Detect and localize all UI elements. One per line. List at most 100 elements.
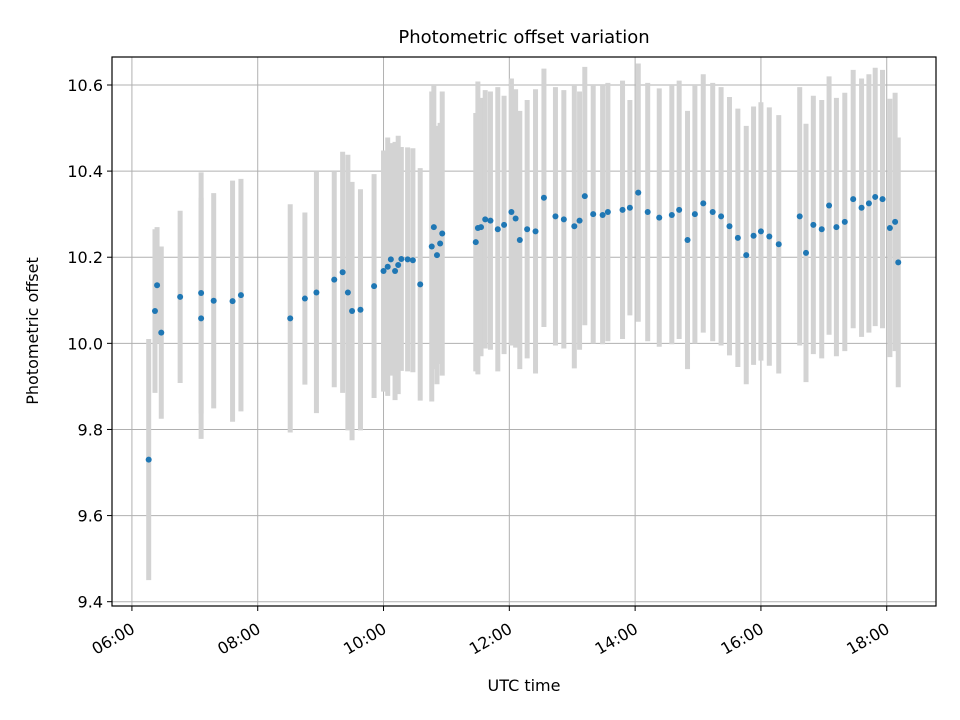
data-point [344, 289, 351, 296]
data-point [576, 217, 583, 224]
data-point [709, 209, 716, 216]
data-point [349, 308, 356, 315]
y-tick-label: 10.6 [67, 76, 103, 95]
data-point [757, 228, 764, 235]
data-points [145, 189, 902, 463]
chart-title: Photometric offset variation [398, 27, 649, 48]
data-point [684, 237, 691, 243]
data-point [387, 256, 394, 263]
y-axis: 9.4 9.6 9.8 10.0 10.2 10.4 10.6 [67, 76, 112, 612]
data-point [676, 206, 683, 213]
data-point [508, 209, 515, 216]
y-tick-label: 10.0 [67, 334, 103, 353]
data-point [540, 194, 547, 201]
data-point [301, 295, 308, 302]
data-point [892, 218, 899, 225]
data-point [339, 269, 346, 276]
data-point [501, 221, 508, 228]
data-point [512, 215, 519, 222]
data-point [145, 456, 152, 463]
data-point [818, 226, 825, 233]
data-point [384, 263, 391, 270]
x-axis-title: UTC time [488, 676, 561, 695]
data-point [626, 204, 633, 211]
data-point [482, 216, 489, 223]
data-point [229, 298, 236, 305]
data-point [865, 200, 872, 207]
data-point [398, 255, 405, 262]
data-point [472, 239, 479, 246]
data-point [750, 232, 757, 239]
data-point [478, 224, 485, 231]
data-point [151, 308, 158, 315]
data-point [766, 233, 773, 240]
data-point [796, 213, 803, 220]
data-point [879, 196, 886, 203]
data-point [726, 223, 733, 230]
data-point [850, 196, 857, 203]
data-point [858, 204, 865, 211]
data-point [718, 213, 725, 220]
data-point [154, 282, 161, 289]
data-point [404, 256, 411, 263]
data-point [395, 261, 402, 268]
data-point [571, 223, 578, 230]
data-point [313, 289, 320, 296]
data-point [581, 193, 588, 200]
data-point [604, 209, 611, 216]
data-point [287, 315, 294, 322]
data-point [590, 211, 597, 218]
data-point [158, 329, 165, 336]
data-point [532, 228, 539, 235]
data-point [552, 213, 559, 220]
data-point [668, 212, 675, 219]
plot-frame [111, 56, 937, 607]
data-point [656, 214, 663, 221]
y-axis-title: Photometric offset [23, 257, 42, 405]
data-point [886, 224, 893, 231]
data-point [644, 209, 651, 216]
y-tick-label: 10.2 [67, 248, 103, 267]
data-point [428, 243, 435, 250]
data-point [430, 224, 437, 231]
data-point [409, 257, 416, 264]
data-point [803, 249, 810, 256]
data-point [177, 293, 184, 300]
data-point [700, 200, 707, 207]
data-point [380, 268, 387, 275]
data-point [433, 252, 440, 259]
data-point [635, 189, 642, 196]
data-point [775, 241, 782, 248]
data-point [833, 224, 840, 231]
data-point [826, 202, 833, 209]
y-tick-label: 9.4 [78, 593, 103, 612]
data-point [895, 259, 902, 266]
data-point [331, 276, 338, 283]
data-point [810, 221, 817, 228]
data-point [392, 268, 399, 275]
y-tick-label: 9.8 [78, 420, 103, 439]
data-point [599, 212, 606, 219]
data-point [487, 217, 494, 224]
y-tick-label: 10.4 [67, 162, 103, 181]
data-point [237, 292, 244, 299]
data-point [841, 218, 848, 225]
data-point [734, 234, 741, 241]
data-point [691, 211, 698, 218]
data-point [524, 226, 531, 233]
data-point [494, 226, 501, 233]
data-point [198, 289, 205, 296]
data-point [357, 306, 364, 313]
data-point [560, 216, 567, 223]
data-point [743, 252, 750, 259]
data-point [198, 315, 205, 322]
data-point [210, 297, 217, 304]
data-point [619, 206, 626, 213]
data-point [371, 283, 378, 290]
data-point [437, 240, 444, 247]
data-point [872, 193, 879, 200]
data-point [417, 281, 424, 288]
data-point [516, 237, 523, 243]
y-tick-label: 9.6 [78, 507, 103, 526]
